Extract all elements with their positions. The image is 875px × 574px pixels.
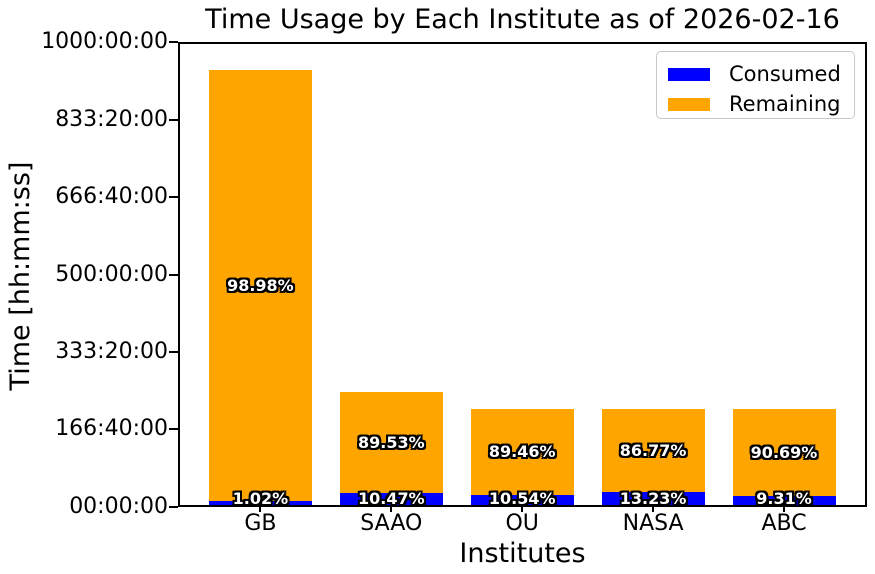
legend-label-consumed: Consumed [729,62,841,86]
y-tick-mark [169,118,178,121]
bar-label-remaining-nasa: 86.77% [619,441,687,461]
bar-saao: 89.53% 10.47% [339,392,443,508]
x-tick-label-saao: SAAO [360,511,423,536]
x-tick-mark [259,507,262,512]
bar-segment-consumed-gb [208,500,312,505]
chart-title: Time Usage by Each Institute as of 2026-… [205,4,840,35]
y-tick-mark [169,273,178,276]
y-tick-label: 333:20:00 [55,339,168,364]
y-tick-mark [169,195,178,198]
bar-label-consumed-nasa: 13.23% [619,489,687,508]
x-tick-label-nasa: NASA [622,511,684,536]
bar-segment-consumed-abc [732,496,836,505]
x-tick-label-ou: OU [505,511,539,536]
y-tick-label: 00:00:00 [69,494,168,519]
legend: Consumed Remaining [656,51,855,119]
bar-segment-remaining-ou [470,409,574,495]
bar-segment-consumed-ou [470,494,574,505]
bar-nasa: 86.77% 13.23% [601,409,705,508]
legend-label-remaining: Remaining [729,92,841,116]
x-tick-label-abc: ABC [761,511,807,536]
bar-segment-remaining-gb [208,70,312,501]
legend-swatch-consumed [668,68,710,81]
y-tick-label: 1000:00:00 [41,29,168,54]
y-tick-mark [169,41,178,43]
x-axis-label: Institutes [459,538,586,569]
bar-label-remaining-ou: 89.46% [488,442,556,462]
legend-swatch-remaining [668,98,710,111]
x-tick-mark [390,507,393,512]
y-tick-label: 166:40:00 [55,416,168,442]
bar-segment-consumed-nasa [601,492,705,505]
y-tick-mark [169,428,178,431]
y-tick-label: 666:40:00 [55,183,168,209]
y-tick-label: 500:00:00 [55,261,168,287]
bar-segment-consumed-saao [339,493,443,505]
bar-label-remaining-saao: 89.53% [357,433,425,453]
plot-area: 98.98% 1.02% 89.53% 10.47% 89.46% 10.54% 86.77… [178,42,867,507]
bar-segment-remaining-saao [339,392,443,494]
legend-row-remaining: Remaining [657,89,854,119]
bar-label-remaining-gb: 98.98% [227,275,294,295]
x-tick-mark [521,507,524,512]
x-tick-label-gb: GB [244,511,277,536]
bar-label-consumed-abc: 9.31% [756,489,812,508]
bar-abc: 90.69% 9.31% [732,408,836,508]
y-tick-mark [169,506,178,508]
x-tick-mark [783,507,785,512]
bar-label-remaining-abc: 90.69% [750,443,818,463]
bar-label-consumed-gb: 1.02% [232,489,289,508]
x-tick-mark [652,507,655,512]
bar-segment-remaining-nasa [601,409,705,493]
legend-row-consumed: Consumed [657,59,854,89]
bar-label-consumed-ou: 10.54% [488,489,556,508]
bar-ou: 89.46% 10.54% [470,409,574,508]
bar-label-consumed-saao: 10.47% [357,489,425,508]
y-tick-label: 833:20:00 [55,106,168,132]
bar-segment-remaining-abc [732,408,836,497]
y-tick-mark [169,351,178,353]
bar-gb: 98.98% 1.02% [208,70,312,508]
